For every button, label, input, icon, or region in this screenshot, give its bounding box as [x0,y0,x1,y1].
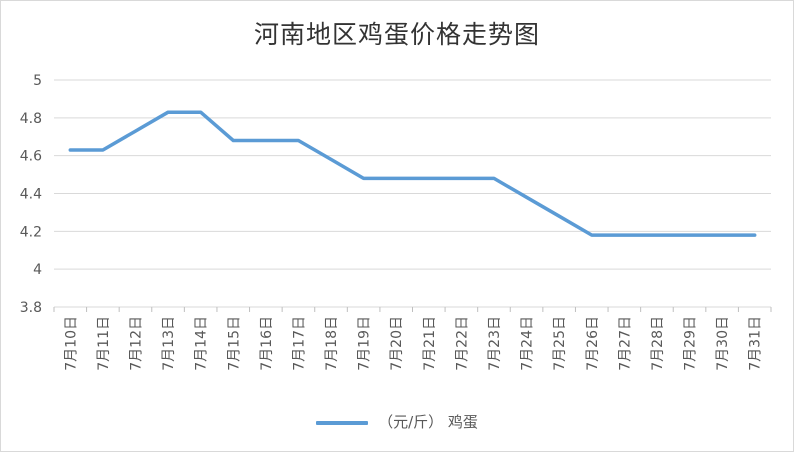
y-axis: 3.8 4 4.2 4.4 4.6 4.8 5 [20,73,42,316]
series-line [68,110,757,237]
legend-label: （元/斤） 鸡蛋 [378,413,478,431]
x-tick-label: 7月27日 [617,316,633,371]
x-tick-label: 7月26日 [585,316,601,371]
x-tick-label: 7月16日 [259,316,275,371]
x-tick-label: 7月20日 [389,316,405,371]
x-tick-label: 7月25日 [552,316,568,371]
x-tick-label: 7月18日 [324,316,340,371]
y-tick-label: 3.8 [20,300,42,316]
y-tick-label: 4 [33,262,42,278]
x-tick-label: 7月21日 [422,316,438,371]
x-axis: 7月10日 7月11日 7月12日 7月13日 7月14日 7月15日 7月16日 7月17日… [53,307,772,371]
x-tick-label: 7月10日 [63,316,79,371]
y-tick-label: 4.2 [20,224,42,240]
x-tick-label: 7月19日 [357,316,373,371]
y-tick-label: 4.4 [20,187,42,203]
x-tick-label: 7月17日 [291,316,307,371]
x-tick-label: 7月30日 [715,316,731,371]
x-tick-label: 7月14日 [194,316,210,371]
x-tick-label: 7月13日 [161,316,177,371]
series-group [68,110,757,237]
x-tick-label: 7月12日 [128,316,144,371]
y-tick-label: 4.8 [20,111,42,127]
legend-swatch [316,420,369,425]
y-tick-label: 4.6 [20,149,42,165]
x-tick-label: 7月28日 [650,316,666,371]
x-tick-label: 7月24日 [520,316,536,371]
grid-lines [54,79,771,308]
chart-title: 河南地区鸡蛋价格走势图 [253,20,540,49]
x-tick-label: 7月15日 [226,316,242,371]
x-tick-label: 7月29日 [683,316,699,371]
legend: （元/斤） 鸡蛋 [1,411,793,432]
x-tick-label: 7月22日 [454,316,470,371]
x-tick-label: 7月11日 [96,316,112,371]
x-tick-label: 7月31日 [748,316,764,371]
y-tick-label: 5 [33,73,42,89]
x-tick-label: 7月23日 [487,316,503,371]
